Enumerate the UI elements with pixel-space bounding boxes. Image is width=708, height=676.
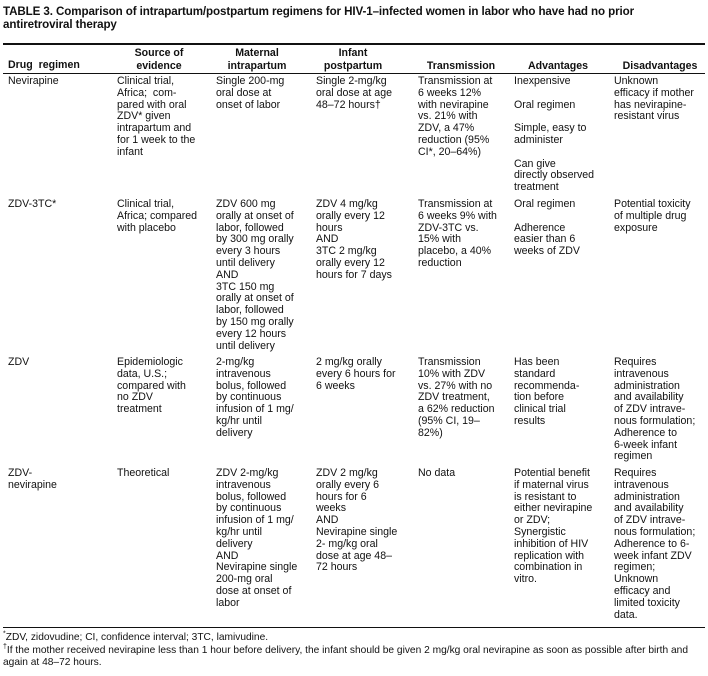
cell-infant: ZDV 2 mg/kg orally every 6 hours for 6 w… xyxy=(316,467,398,574)
cell-advantages: Potential benefit if maternal virus is r… xyxy=(514,467,593,586)
header-transmission: Transmission xyxy=(426,60,496,72)
cell-drug: ZDV xyxy=(8,356,30,368)
cell-maternal: Single 200-mg oral dose at onset of labo… xyxy=(216,75,285,111)
cell-maternal: ZDV 2-mg/kg intravenous bolus, followed … xyxy=(216,467,298,609)
cell-advantages: Oral regimen Adherence easier than 6 wee… xyxy=(514,198,580,258)
cell-disadvantages: Requires intravenous administration and … xyxy=(614,356,696,463)
cell-drug: Nevirapine xyxy=(8,75,59,87)
header-source: Source of evidence xyxy=(134,47,184,72)
cell-source: Clinical trial, Africa; compared with pl… xyxy=(117,198,198,234)
cell-drug: ZDV-3TC* xyxy=(8,198,57,210)
table-row: ZDV Epidemiologic data, U.S.; compared wi… xyxy=(0,356,708,463)
cell-advantages: Inexpensive Oral regimen Simple, easy to… xyxy=(514,75,595,194)
top-rule xyxy=(3,43,705,45)
bottom-rule xyxy=(3,627,705,628)
table-row: ZDV-3TC* Clinical trial, Africa; compared… xyxy=(0,198,708,352)
cell-transmission: Transmission 10% with ZDV vs. 27% with n… xyxy=(418,356,495,439)
header-advantages: Advantages xyxy=(527,60,589,72)
cell-transmission: Transmission at 6 weeks 9% with ZDV-3TC … xyxy=(418,198,497,269)
footnote-1: *ZDV, zidovudine; CI, confidence interva… xyxy=(3,630,269,643)
table-row: ZDV- nevirapine Theoretical ZDV 2-mg/kg in… xyxy=(0,467,708,621)
footnote-2: †If the mother received nevirapine less … xyxy=(3,643,688,668)
cell-drug: ZDV- nevirapine xyxy=(8,467,57,491)
cell-advantages: Has been standard recommenda- tion befor… xyxy=(514,356,580,427)
cell-maternal: 2-mg/kg intravenous bolus, followed by c… xyxy=(216,356,294,439)
cell-disadvantages: Requires intravenous administration and … xyxy=(614,467,696,621)
table-title: TABLE 3. Comparison of intrapartum/postp… xyxy=(3,5,635,31)
cell-infant: 2 mg/kg orally every 6 hours for 6 weeks xyxy=(316,356,396,392)
cell-source: Epidemiologic data, U.S.; compared with … xyxy=(117,356,186,416)
cell-infant: ZDV 4 mg/kg orally every 12 hours AND 3T… xyxy=(316,198,392,281)
cell-disadvantages: Unknown efficacy if mother has nevirapin… xyxy=(614,75,694,123)
cell-transmission: No data xyxy=(418,467,456,479)
header-drug-regimen: Drug regimen xyxy=(8,59,80,71)
header-maternal: Maternal intrapartum xyxy=(227,47,287,72)
cell-source: Theoretical xyxy=(117,467,170,479)
header-infant: Infant postpartum xyxy=(323,47,383,72)
cell-transmission: Transmission at 6 weeks 12% with nevirap… xyxy=(418,75,493,158)
cell-maternal: ZDV 600 mg orally at onset of labor, fol… xyxy=(216,198,294,352)
header-rule xyxy=(3,73,705,74)
header-disadvantages: Disadvantages xyxy=(622,60,698,72)
table-row: Nevirapine Clinical trial, Africa; com- p… xyxy=(0,75,708,194)
cell-disadvantages: Potential toxicity of multiple drug expo… xyxy=(614,198,691,234)
cell-source: Clinical trial, Africa; com- pared with … xyxy=(117,75,196,158)
cell-infant: Single 2-mg/kg oral dose at age 48–72 ho… xyxy=(316,75,392,111)
footnotes: *ZDV, zidovudine; CI, confidence interva… xyxy=(3,630,705,670)
